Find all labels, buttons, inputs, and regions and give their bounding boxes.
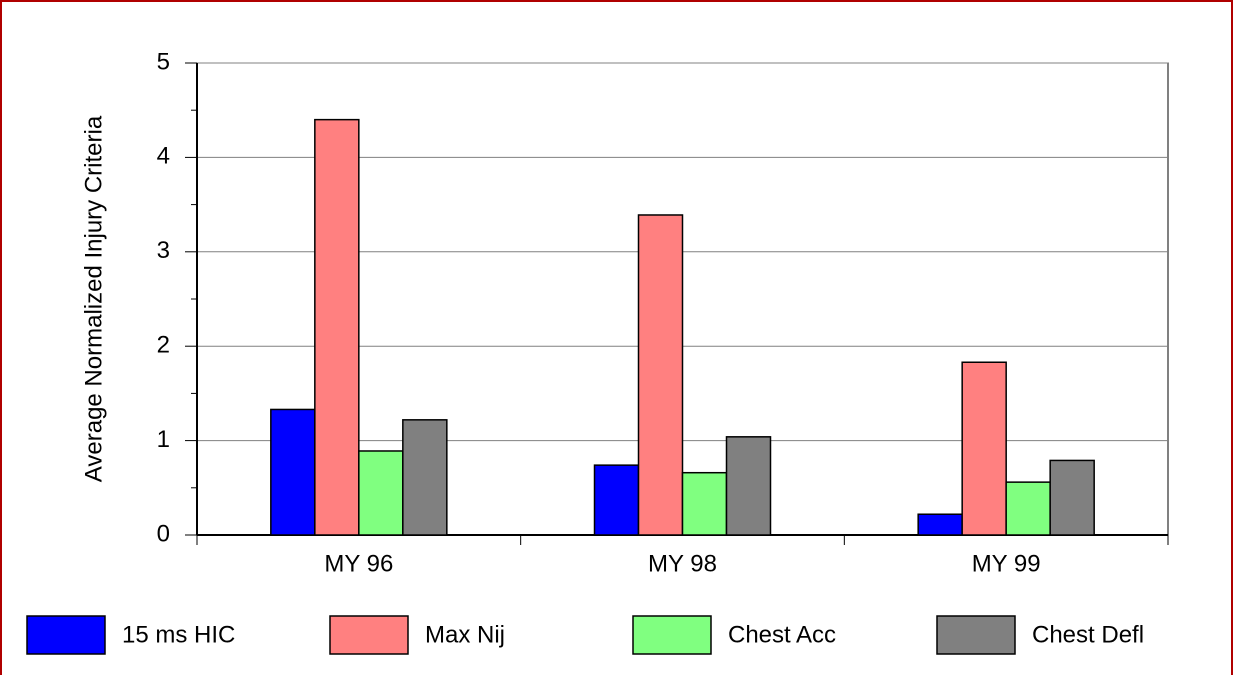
x-tick-label: MY 96 [324,550,393,577]
y-tick-label: 0 [157,520,170,547]
y-axis-label: Average Normalized Injury Criteria [80,115,107,482]
bar [402,419,448,536]
bar [681,471,728,536]
bar [314,118,360,536]
x-tick-label: MY 99 [972,550,1041,577]
y-tick-label: 4 [157,143,170,170]
legend-swatch [26,615,106,655]
y-tick-label: 3 [157,237,170,264]
bar [725,436,772,536]
legend-label: Max Nij [425,621,505,648]
legend-label: 15 ms HIC [122,621,235,648]
y-tick-label: 1 [157,426,170,453]
legend-swatch [632,615,712,655]
bar [1049,459,1095,536]
legend-label: Chest Defl [1032,621,1144,648]
bar [1005,481,1051,536]
bar [961,361,1007,536]
y-tick-label: 5 [157,48,170,75]
bar [270,408,316,536]
bar [637,214,684,536]
legend-swatch [329,615,409,655]
bar [593,464,640,536]
bar [917,513,963,536]
legend-label: Chest Acc [728,621,836,648]
legend-swatch [936,615,1016,655]
bar [358,450,404,536]
x-tick-label: MY 98 [648,550,717,577]
y-tick-label: 2 [157,332,170,359]
